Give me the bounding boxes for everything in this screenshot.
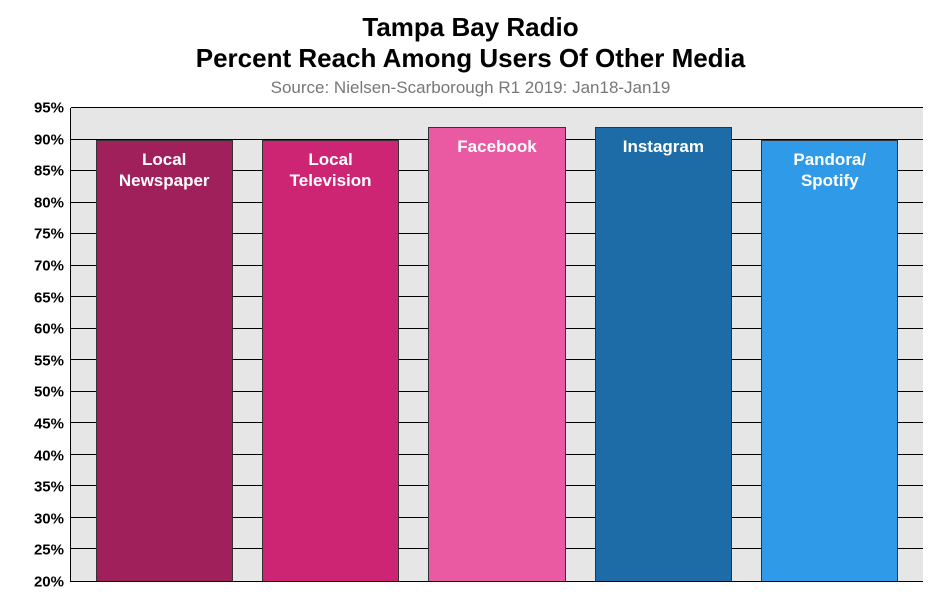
bar-label: Instagram [596, 136, 731, 157]
y-tick-label: 70% [34, 258, 64, 275]
plot-zone: 20%25%30%35%40%45%50%55%60%65%70%75%80%8… [18, 108, 923, 582]
y-tick-label: 85% [34, 163, 64, 180]
title-line-1: Tampa Bay Radio [18, 12, 923, 43]
bar-label: Pandora/ Spotify [762, 149, 897, 192]
y-tick-label: 80% [34, 194, 64, 211]
y-tick-label: 60% [34, 321, 64, 338]
y-tick-label: 75% [34, 226, 64, 243]
y-tick-label: 35% [34, 479, 64, 496]
subtitle: Source: Nielsen-Scarborough R1 2019: Jan… [18, 78, 923, 98]
y-tick-label: 50% [34, 384, 64, 401]
bar: Instagram [595, 127, 732, 581]
bar: Local Newspaper [96, 140, 233, 581]
plot-area: Local Newspaper Local Television Facebook I… [70, 108, 923, 582]
titles: Tampa Bay Radio Percent Reach Among User… [18, 12, 923, 98]
bars-group: Local Newspaper Local Television Facebook I… [71, 108, 923, 581]
bar-label: Local Television [263, 149, 398, 192]
bar-label: Local Newspaper [97, 149, 232, 192]
y-tick-label: 90% [34, 131, 64, 148]
bar: Facebook [428, 127, 565, 581]
bar: Pandora/ Spotify [761, 140, 898, 581]
bar: Local Television [262, 140, 399, 581]
y-tick-label: 30% [34, 510, 64, 527]
y-tick-label: 40% [34, 447, 64, 464]
y-tick-label: 45% [34, 416, 64, 433]
bar-label: Facebook [429, 136, 564, 157]
chart-container: Tampa Bay Radio Percent Reach Among User… [18, 12, 923, 582]
title-line-2: Percent Reach Among Users Of Other Media [18, 43, 923, 74]
y-tick-label: 20% [34, 574, 64, 591]
y-tick-label: 25% [34, 542, 64, 559]
y-tick-label: 65% [34, 289, 64, 306]
y-tick-label: 95% [34, 100, 64, 117]
y-axis: 20%25%30%35%40%45%50%55%60%65%70%75%80%8… [18, 108, 70, 582]
y-tick-label: 55% [34, 352, 64, 369]
